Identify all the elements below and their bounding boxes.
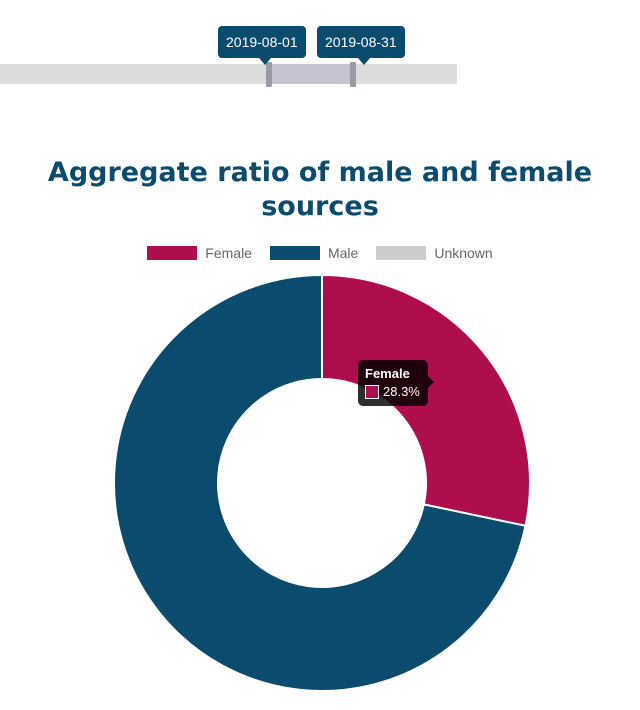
donut-slice-male[interactable] (113, 273, 527, 692)
start-date-label: 2019-08-01 (218, 26, 306, 65)
legend-swatch-male (269, 246, 320, 260)
legend-label-unknown: Unknown (434, 245, 493, 261)
date-slider-start-handle[interactable] (266, 62, 272, 87)
legend-item-unknown[interactable]: Unknown (376, 245, 493, 261)
date-slider-end-handle[interactable] (350, 62, 356, 87)
legend-item-male[interactable]: Male (269, 245, 359, 261)
legend-swatch-female (147, 246, 198, 260)
chart-title: Aggregate ratio of male and female sourc… (47, 157, 593, 222)
legend-swatch-unknown (376, 246, 427, 260)
date-slider-selected-range[interactable] (269, 64, 353, 84)
chart-legend: Female Male Unknown (0, 242, 640, 264)
tooltip-color-swatch (365, 385, 379, 399)
legend-item-female[interactable]: Female (147, 245, 252, 261)
legend-label-male: Male (327, 245, 359, 261)
tooltip-value: 28.3% (383, 384, 420, 399)
end-date-label: 2019-08-31 (317, 26, 405, 65)
legend-label-female: Female (205, 245, 252, 261)
tooltip-title: Female (365, 366, 410, 381)
chart-tooltip: Female 28.3% (358, 360, 434, 406)
